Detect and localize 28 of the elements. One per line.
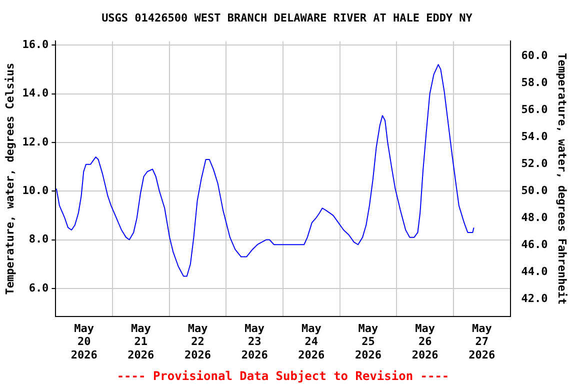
chart-title: USGS 01426500 WEST BRANCH DELAWARE RIVER AT HALE EDDY NY — [102, 11, 473, 24]
x-tick-label: May 26 2026 — [412, 322, 439, 362]
y-tick-label: 8.0 — [28, 232, 49, 246]
x-tick-label: May 27 2026 — [468, 322, 496, 362]
y2-tick-label: 60.0 — [521, 48, 548, 62]
y-tick-label: 14.0 — [22, 86, 49, 100]
y2-tick-label: 42.0 — [521, 292, 548, 306]
x-tick-label: May 24 2026 — [298, 322, 326, 362]
y2-tick-label: 52.0 — [521, 156, 548, 170]
x-tick-label: May 22 2026 — [184, 322, 212, 362]
y-tick-label: 10.0 — [22, 184, 49, 197]
y2-tick-label: 48.0 — [521, 210, 548, 224]
y-axis-title: Temperature, water, degrees Celsius — [3, 62, 16, 295]
x-tick-label: May 20 2026 — [70, 322, 98, 362]
y2-tick-label: 58.0 — [521, 76, 548, 89]
y-tick-label: 16.0 — [22, 38, 49, 51]
y2-tick-label: 44.0 — [521, 265, 548, 278]
y2-tick-label: 54.0 — [521, 130, 548, 143]
y2-axis-title: Temperature, water, degrees Fahrenheit — [556, 52, 569, 305]
x-tick-label: May 21 2026 — [128, 322, 155, 362]
y-tick-label: 6.0 — [28, 281, 49, 294]
y2-tick-label: 56.0 — [521, 102, 548, 116]
x-tick-label: May 23 2026 — [241, 322, 268, 362]
text: ---- Provisional Data Subject to Revision ---- — [116, 369, 450, 383]
y2-tick-label: 50.0 — [521, 184, 548, 197]
y-tick-label: 12.0 — [22, 135, 49, 148]
x-tick-label: May 25 2026 — [354, 322, 382, 362]
y2-tick-label: 46.0 — [521, 238, 548, 252]
